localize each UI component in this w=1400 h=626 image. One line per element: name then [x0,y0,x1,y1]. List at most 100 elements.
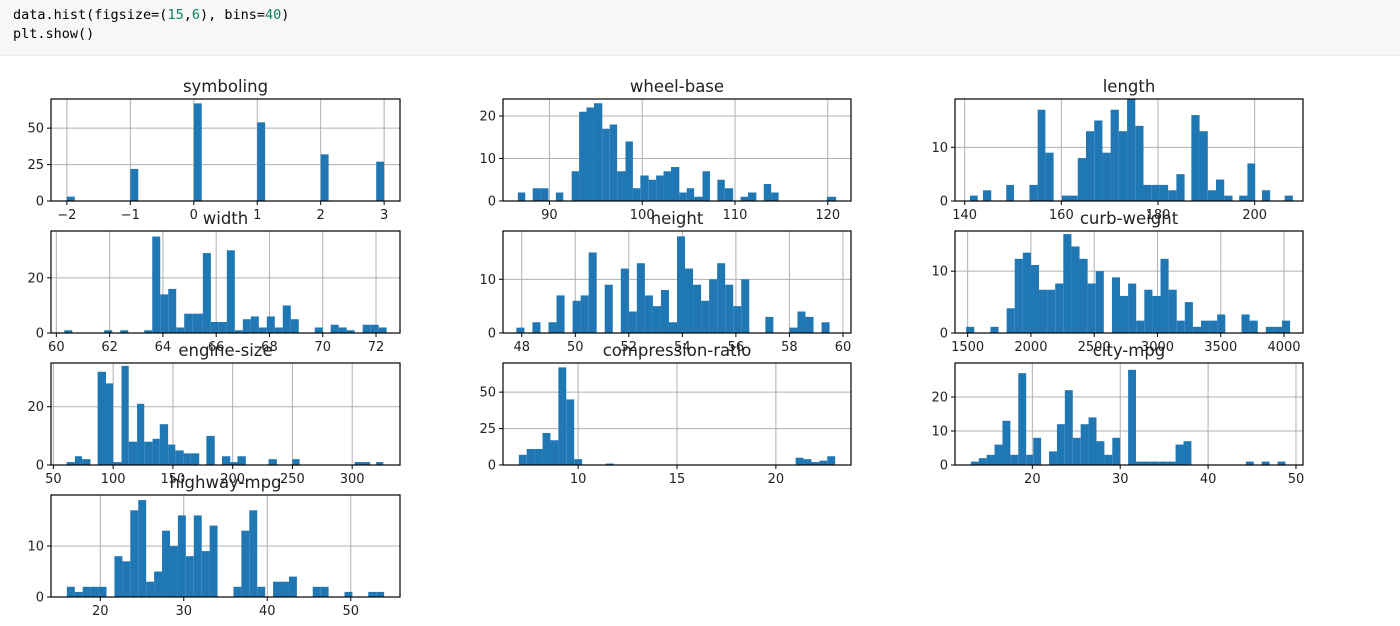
histogram-bar [640,175,649,201]
histogram-bar [1072,437,1081,465]
histogram-bar [226,250,235,333]
histogram-bar [1249,320,1258,333]
histogram-bar [268,459,277,465]
histogram-bar [281,581,289,597]
histogram-bar [805,316,814,333]
histogram-bar [532,188,541,201]
histogram-bar [1080,424,1089,465]
x-tick-label: 58 [781,340,798,355]
y-tick-label: 0 [940,195,948,210]
histogram-bar [64,330,73,333]
subplot-title: symboling [183,77,268,96]
histogram-bar [184,313,193,333]
histogram-bar [1047,289,1056,333]
histogram-bar [763,184,772,201]
histogram-bar [826,196,837,201]
histogram-bar [152,236,161,333]
histogram-bar [105,383,114,465]
histogram-bar [685,268,694,333]
histogram-bar [1026,454,1034,465]
subplot-city-mpg: 20 30 40 50 0 10 20 city-mpg [931,341,1304,487]
histogram-bar [1160,258,1169,333]
histogram-bar [1245,461,1254,465]
code-cell[interactable]: data.hist(figsize=(15,6), bins=40) plt.s… [0,0,1400,56]
histogram-bar [550,440,559,465]
histogram-bar [1176,320,1185,333]
x-tick-label: 120 [815,208,840,223]
x-tick-label: 15 [669,472,686,487]
x-tick-label: 56 [728,340,745,355]
histogram-bar [717,179,725,201]
histogram-bar [1071,246,1080,333]
histogram-bar [344,591,353,597]
histogram-bar [1191,115,1200,201]
x-tick-label: 10 [570,472,587,487]
histogram-bar [1112,437,1121,465]
histogram-bar [66,586,75,597]
y-tick-label: 0 [36,591,44,606]
histogram-bar [362,324,371,333]
code-text: ) [281,7,290,23]
histogram-bar [725,284,734,333]
histogram-bar [1006,308,1015,333]
histogram-bar [114,556,123,597]
histogram-bar [1261,461,1270,465]
histogram-bar [1241,314,1250,333]
histogram-bar [97,371,106,465]
histogram-bar [571,171,580,201]
histogram-bar [803,459,812,465]
histogram-bar [1176,174,1185,201]
histogram-bar [257,586,266,597]
subplot-compression-ratio: 10 15 20 0 25 50 compression-ratio [479,341,852,487]
histogram-bar [741,279,750,333]
histogram-bar [1261,190,1271,201]
x-tick-label: −1 [121,208,140,223]
x-tick-label: 54 [674,340,691,355]
subplot-title: highway-mpg [169,473,281,492]
x-tick-label: 200 [1242,208,1267,223]
y-tick-label: 10 [931,141,948,156]
histogram-bar [670,167,680,201]
histogram-bar [644,295,653,333]
histogram-bar [1277,461,1286,465]
histogram-bar [221,456,231,465]
histogram-bar [338,327,347,333]
histogram-bar [990,326,999,333]
histogram-bar [556,295,565,333]
histogram-bar [210,321,219,333]
histogram-bar [534,448,543,465]
histogram-bar [1018,373,1027,465]
histogram-bar [1265,326,1274,333]
axes-frame [954,362,1304,466]
histogram-bar [206,435,215,465]
histogram-bar [249,510,258,597]
histogram-bar [1120,295,1129,333]
histogram-bar [1151,184,1160,201]
histogram-bar [579,111,587,201]
y-tick-label: 25 [479,422,496,437]
histogram-bar [193,103,202,201]
histogram-bar [138,500,147,597]
x-tick-label: 50 [342,604,359,619]
histogram-bar [130,168,139,201]
histogram-bar [652,306,661,333]
histogram-bar [1273,326,1282,333]
subplot-title: length [1103,77,1156,96]
histogram-bar [542,432,551,465]
histogram-bar [677,236,686,333]
histogram-bar [1127,99,1136,201]
y-tick-label: 0 [940,459,948,474]
histogram-bar [193,515,202,597]
histogram-bar [1033,437,1042,465]
histogram-bar [1029,184,1038,201]
histogram-bar [1167,461,1176,465]
histogram-bar [1110,109,1119,201]
histogram-bar [368,591,377,597]
x-tick-label: 200 [220,472,245,487]
histogram-bar [1002,420,1011,465]
histogram-bar [192,313,203,333]
histogram-bar [1006,184,1014,201]
histogram-bar [98,586,107,597]
y-tick-label: 0 [488,327,496,342]
histogram-bar [1159,461,1168,465]
